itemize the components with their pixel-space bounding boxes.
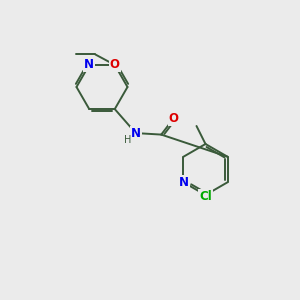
Text: Cl: Cl xyxy=(199,190,212,203)
Text: N: N xyxy=(131,127,141,140)
Text: O: O xyxy=(110,58,120,71)
Text: N: N xyxy=(179,176,189,189)
Text: H: H xyxy=(124,135,131,145)
Text: O: O xyxy=(169,112,179,124)
Text: N: N xyxy=(84,58,94,71)
